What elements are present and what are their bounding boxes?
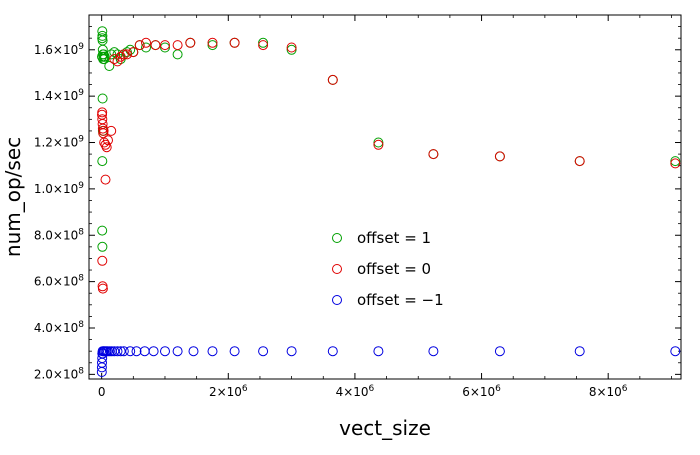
data-point <box>229 346 240 357</box>
data-point <box>373 346 384 357</box>
data-point <box>97 241 108 252</box>
data-point <box>99 51 110 62</box>
data-point <box>188 346 199 357</box>
y-tick-label: 1.2×109 <box>34 135 84 150</box>
data-point <box>172 346 183 357</box>
data-point <box>160 40 170 51</box>
data-point <box>670 346 681 357</box>
y-tick-label: 2.0×108 <box>34 366 84 381</box>
series-0 <box>97 26 681 252</box>
data-point <box>97 225 108 236</box>
x-tick-label: 2×106 <box>209 384 248 399</box>
data-point <box>139 346 150 357</box>
data-point <box>172 40 183 51</box>
x-axis-ticks: 0 2×106 4×106 6×106 8×106 <box>98 15 672 399</box>
data-point <box>134 40 145 51</box>
data-point <box>103 135 113 146</box>
data-point <box>670 156 681 167</box>
x-tick-label: 0 <box>98 385 106 399</box>
data-point <box>98 125 109 136</box>
data-point <box>160 42 170 53</box>
x-tick-label: 4×106 <box>336 384 375 399</box>
data-point <box>97 353 108 364</box>
data-point <box>100 174 111 185</box>
data-point <box>327 74 338 85</box>
y-tick-label: 6.0×108 <box>34 274 84 289</box>
data-point <box>286 44 297 55</box>
data-point <box>428 346 439 357</box>
data-point <box>150 40 161 51</box>
legend-label: offset = 0 <box>357 260 431 278</box>
data-point <box>258 40 269 51</box>
data-point <box>148 346 159 357</box>
y-tick-label: 8.0×108 <box>34 227 84 242</box>
data-point <box>97 107 108 118</box>
data-point <box>428 149 439 160</box>
data-point <box>100 139 111 150</box>
data-point <box>97 156 108 167</box>
data-point <box>106 125 117 136</box>
data-point <box>115 51 126 62</box>
y-tick-label: 1.0×109 <box>34 181 84 196</box>
data-point <box>207 346 218 357</box>
data-point <box>670 158 681 169</box>
plot-frame <box>88 14 682 380</box>
series-1 <box>97 37 681 294</box>
series-2 <box>96 346 681 377</box>
legend-label: offset = −1 <box>357 291 444 309</box>
data-point <box>207 37 218 48</box>
data-point <box>494 151 505 162</box>
data-point <box>97 93 108 104</box>
data-point <box>286 346 297 357</box>
legend: offset = 1 offset = 0 offset = −1 <box>332 229 444 309</box>
legend-marker <box>332 295 342 305</box>
data-point <box>97 283 108 294</box>
data-point <box>574 346 585 357</box>
data-point <box>104 61 115 71</box>
data-point <box>172 49 183 60</box>
data-points <box>96 26 681 377</box>
data-point <box>97 30 108 41</box>
data-point <box>125 346 136 357</box>
data-point <box>258 37 269 48</box>
data-point <box>128 47 139 58</box>
legend-marker <box>332 233 342 243</box>
x-axis-label: vect_size <box>339 416 431 440</box>
data-point <box>207 40 218 51</box>
y-tick-label: 4.0×108 <box>34 320 84 335</box>
data-point <box>101 142 112 153</box>
data-point <box>141 37 151 48</box>
data-point <box>494 346 505 357</box>
data-point <box>109 54 120 65</box>
data-point <box>286 42 297 53</box>
data-point <box>185 37 196 48</box>
data-point <box>118 49 129 60</box>
data-point <box>118 346 129 357</box>
x-tick-label: 8×106 <box>589 384 628 399</box>
data-point <box>373 139 384 150</box>
data-point <box>373 137 384 148</box>
y-axis-ticks: 2.0×108 4.0×108 6.0×108 8.0×108 1.0×109 1.2×1… <box>34 14 681 381</box>
y-tick-label: 1.6×109 <box>34 42 84 57</box>
data-point <box>574 156 585 167</box>
data-point <box>141 42 151 53</box>
data-point <box>258 346 269 357</box>
data-point <box>160 346 170 357</box>
legend-label: offset = 1 <box>357 229 431 247</box>
legend-marker <box>332 264 342 274</box>
y-tick-label: 1.4×109 <box>34 88 84 103</box>
data-point <box>327 346 338 357</box>
data-point <box>97 255 108 266</box>
data-point <box>229 37 240 48</box>
x-tick-label: 6×106 <box>462 384 501 399</box>
data-point <box>131 346 142 357</box>
data-point <box>112 346 123 357</box>
y-axis-label: num_op/sec <box>1 137 25 257</box>
data-point <box>122 49 132 60</box>
